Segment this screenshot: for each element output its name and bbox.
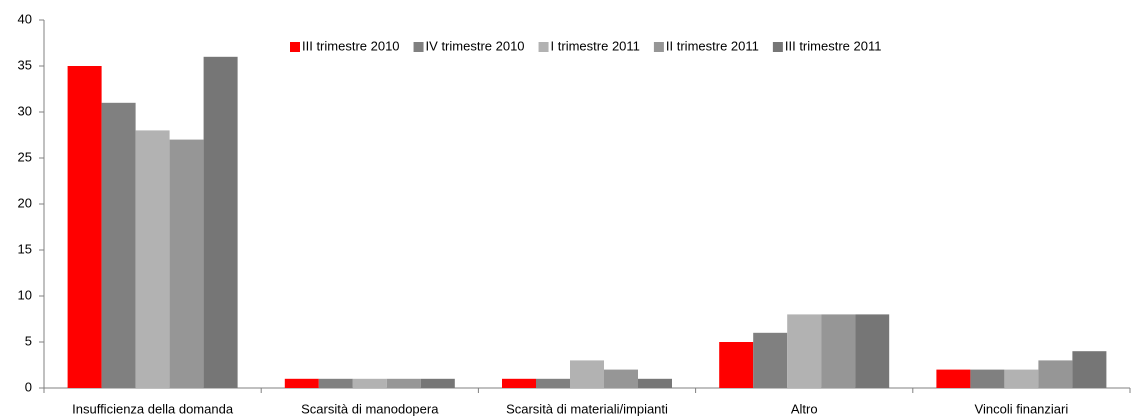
bar — [67, 66, 102, 388]
legend-label: IV trimestre 2010 — [426, 38, 525, 53]
bar — [1038, 360, 1073, 388]
legend-label: II trimestre 2011 — [666, 38, 759, 53]
legend-swatch — [413, 42, 424, 52]
y-tick-label: 10 — [18, 287, 32, 302]
x-tick-label: Scarsità di materiali/impianti — [506, 401, 668, 416]
bar — [1072, 351, 1107, 388]
bar — [570, 360, 604, 388]
x-tick-label: Vincoli finanziari — [975, 401, 1069, 416]
y-tick-label: 35 — [18, 57, 32, 72]
bar — [169, 139, 204, 388]
bar — [753, 332, 788, 388]
y-tick-label: 20 — [18, 195, 32, 210]
legend-label: III trimestre 2010 — [302, 38, 400, 53]
legend-label: I trimestre 2011 — [551, 38, 640, 53]
bar — [855, 314, 890, 388]
bar — [284, 378, 319, 388]
bar — [719, 342, 754, 388]
bar — [787, 314, 822, 388]
x-tick-label: Scarsità di manodopera — [301, 401, 439, 416]
bar — [101, 102, 136, 389]
legend-swatch — [538, 42, 549, 52]
y-tick-label: 15 — [18, 241, 32, 256]
bar — [1004, 369, 1039, 388]
bar — [352, 378, 387, 388]
y-tick-label: 40 — [18, 11, 32, 26]
bar — [502, 378, 536, 388]
y-tick-label: 30 — [18, 103, 32, 118]
legend-swatch — [290, 42, 300, 52]
bar — [638, 378, 672, 388]
x-tick-label: Altro — [791, 401, 818, 416]
bar — [604, 369, 638, 388]
x-tick-label: Insufficienza della domanda — [72, 401, 234, 416]
bar — [936, 369, 971, 388]
legend-swatch — [653, 42, 664, 52]
bar — [203, 56, 238, 389]
y-tick-label: 5 — [25, 333, 32, 348]
legend-label: III trimestre 2011 — [785, 38, 882, 53]
bar — [970, 369, 1005, 388]
bar — [821, 314, 856, 388]
bar — [420, 378, 455, 388]
bar — [536, 378, 570, 388]
y-tick-label: 25 — [18, 149, 32, 164]
bar — [386, 378, 421, 388]
bar — [318, 378, 353, 388]
legend-swatch — [772, 42, 783, 52]
bar — [135, 130, 170, 388]
y-tick-label: 0 — [25, 379, 32, 394]
